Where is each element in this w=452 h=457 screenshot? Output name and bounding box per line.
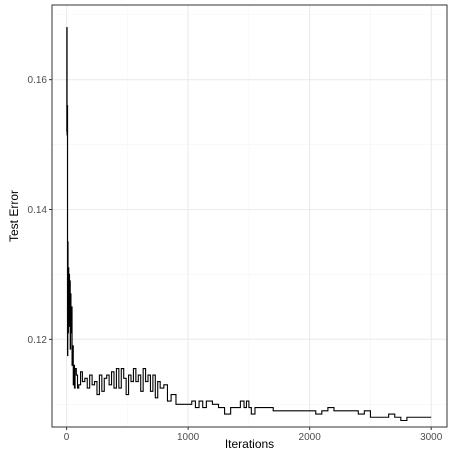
series-layer (66, 27, 432, 422)
axis-ticks: 0 1000 2000 3000 0.12 0.14 0.16 (28, 75, 443, 443)
y-tick-label: 0.14 (28, 205, 48, 216)
y-tick-label: 0.12 (28, 335, 48, 346)
test-error-line (66, 27, 432, 422)
x-tick-label: 1000 (177, 432, 200, 443)
y-axis-title: Test Error (7, 190, 21, 242)
x-axis-title: Iterations (225, 437, 274, 451)
x-tick-label: 3000 (420, 432, 443, 443)
x-tick-label: 0 (64, 432, 70, 443)
y-tick-label: 0.16 (28, 75, 48, 86)
x-tick-label: 2000 (299, 432, 322, 443)
plot-panel-border (51, 4, 448, 428)
grid (52, 5, 447, 427)
